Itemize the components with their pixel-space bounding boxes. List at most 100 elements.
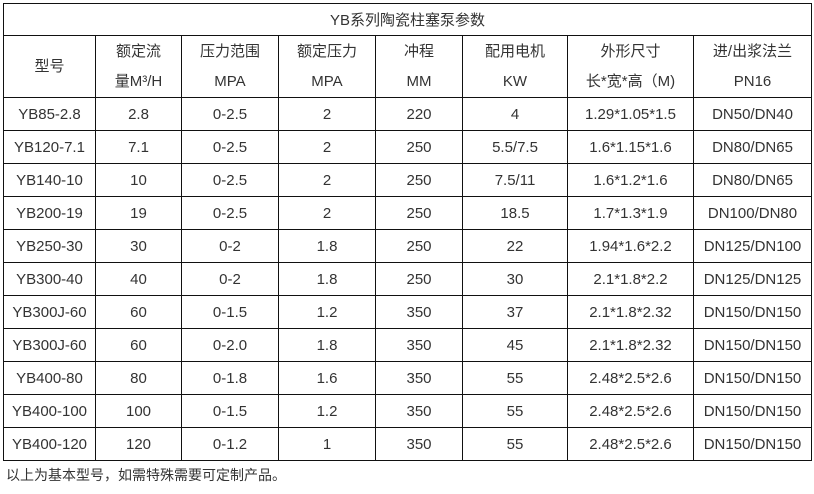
- table-row: YB85-2.8 2.8 0-2.5 2 220 4 1.29*1.05*1.5 DN50/D…: [3, 97, 813, 131]
- table-cell: 0-1.5: [181, 394, 279, 428]
- table-cell: DN80/DN65: [692, 130, 813, 164]
- table-cell: 80: [95, 361, 182, 395]
- table-cell: 0-1.8: [181, 361, 279, 395]
- table-cell: 55: [462, 427, 568, 461]
- table-cell: 19: [95, 196, 182, 230]
- table-cell: DN150/DN150: [692, 328, 813, 362]
- table-cell: 0-1.5: [181, 295, 279, 329]
- table-row: YB400-120 120 0-1.2 1 350 55 2.48*2.5*2.6 DN150…: [3, 427, 813, 461]
- table-row: YB250-30 30 0-2 1.8 250 22 1.94*1.6*2.2 DN125/D…: [3, 229, 813, 263]
- table-cell: 0-2.5: [181, 163, 279, 197]
- table-row: YB140-10 10 0-2.5 2 250 7.5/11 1.6*1.2*1.6 DN80…: [3, 163, 813, 197]
- table-cell: 2.48*2.5*2.6: [567, 361, 694, 395]
- table-cell: 1.2: [278, 394, 376, 428]
- column-header: 进/出浆法兰 PN16: [692, 35, 813, 98]
- table-cell: YB120-7.1: [3, 130, 96, 164]
- table-cell: 0-1.2: [181, 427, 279, 461]
- column-header: 型号: [3, 35, 96, 98]
- table-cell: 1.8: [278, 262, 376, 296]
- table-cell: 1.94*1.6*2.2: [567, 229, 694, 263]
- table-cell: 2.1*1.8*2.2: [567, 262, 694, 296]
- table-cell: 350: [375, 427, 463, 461]
- table-cell: 10: [95, 163, 182, 197]
- table-cell: 45: [462, 328, 568, 362]
- table-cell: 18.5: [462, 196, 568, 230]
- column-header: 外形尺寸 长*宽*高（M): [567, 35, 694, 98]
- column-header-line: 冲程: [403, 42, 434, 60]
- table-cell: DN80/DN65: [692, 163, 813, 197]
- column-header-line: 长*宽*高（M): [585, 72, 676, 90]
- table-row: YB300J-60 60 0-2.0 1.8 350 45 2.1*1.8*2.32 DN15…: [3, 328, 813, 362]
- column-header-line: 额定压力: [296, 42, 357, 60]
- footnote: 以上为基本型号，如需特殊需要可定制产品。: [6, 467, 286, 483]
- table-cell: YB400-80: [3, 361, 96, 395]
- table-cell: 250: [375, 196, 463, 230]
- table-cell: YB300-40: [3, 262, 96, 296]
- table-cell: DN125/DN100: [692, 229, 813, 263]
- column-header-line: MM: [406, 72, 432, 90]
- table-cell: 250: [375, 229, 463, 263]
- table-cell: 40: [95, 262, 182, 296]
- table-cell: 2: [278, 97, 376, 131]
- table-cell: 1: [278, 427, 376, 461]
- table-cell: 100: [95, 394, 182, 428]
- table-cell: 0-2.0: [181, 328, 279, 362]
- table-row: YB300J-60 60 0-1.5 1.2 350 37 2.1*1.8*2.32 DN15…: [3, 295, 813, 329]
- table-cell: 1.6*1.15*1.6: [567, 130, 694, 164]
- table-cell: 250: [375, 130, 463, 164]
- table-cell: YB400-100: [3, 394, 96, 428]
- table-row: YB200-19 19 0-2.5 2 250 18.5 1.7*1.3*1.9 DN100/…: [3, 196, 813, 230]
- table-cell: 2.8: [95, 97, 182, 131]
- table-cell: 1.29*1.05*1.5: [567, 97, 694, 131]
- table-cell: 0-2.5: [181, 130, 279, 164]
- column-header-line: 压力范围: [199, 42, 260, 60]
- table-cell: 60: [95, 295, 182, 329]
- table-cell: 7.1: [95, 130, 182, 164]
- table-cell: 1.7*1.3*1.9: [567, 196, 694, 230]
- table-cell: 1.6*1.2*1.6: [567, 163, 694, 197]
- table-cell: 2.48*2.5*2.6: [567, 427, 694, 461]
- table-cell: 0-2: [181, 229, 279, 263]
- table-cell: 55: [462, 361, 568, 395]
- table-cell: 250: [375, 163, 463, 197]
- table-cell: 0-2: [181, 262, 279, 296]
- table-cell: DN150/DN150: [692, 361, 813, 395]
- column-header: 配用电机 KW: [462, 35, 568, 98]
- column-header-line: 进/出浆法兰: [712, 42, 793, 60]
- table-cell: 1.6: [278, 361, 376, 395]
- column-header-line: 配用电机: [484, 42, 545, 60]
- table-cell: 220: [375, 97, 463, 131]
- table-cell: DN100/DN80: [692, 196, 813, 230]
- column-header: 压力范围 MPA: [181, 35, 279, 98]
- table-cell: 2.1*1.8*2.32: [567, 295, 694, 329]
- column-header-line: MPA: [214, 72, 246, 90]
- table-cell: 2: [278, 196, 376, 230]
- table-cell: 350: [375, 361, 463, 395]
- table-cell: 37: [462, 295, 568, 329]
- table-row: YB400-100 100 0-1.5 1.2 350 55 2.48*2.5*2.6 DN1…: [3, 394, 813, 428]
- table-cell: 250: [375, 262, 463, 296]
- table-cell: 1.8: [278, 328, 376, 362]
- column-header: 额定流 量M³/H: [95, 35, 182, 98]
- table-cell: YB300J-60: [3, 328, 96, 362]
- table-cell: YB300J-60: [3, 295, 96, 329]
- table-cell: 5.5/7.5: [462, 130, 568, 164]
- table-cell: 1.8: [278, 229, 376, 263]
- column-header-line: KW: [502, 72, 528, 90]
- pump-parameter-table: YB系列陶瓷柱塞泵参数 型号 额定流 量M³/H 压力范围 MPA 额定压力 MPA 冲程 MM…: [2, 3, 813, 461]
- table-cell: 55: [462, 394, 568, 428]
- column-header-line: 型号: [34, 57, 65, 75]
- table-cell: YB200-19: [3, 196, 96, 230]
- table-cell: 1.2: [278, 295, 376, 329]
- table-cell: 350: [375, 394, 463, 428]
- table-cell: DN150/DN150: [692, 295, 813, 329]
- table-cell: YB140-10: [3, 163, 96, 197]
- table-cell: 2.1*1.8*2.32: [567, 328, 694, 362]
- table-cell: DN50/DN40: [692, 97, 813, 131]
- table-cell: 22: [462, 229, 568, 263]
- table-cell: 7.5/11: [462, 163, 568, 197]
- table-cell: YB250-30: [3, 229, 96, 263]
- column-header-line: 额定流: [115, 42, 161, 60]
- table-cell: DN150/DN150: [692, 394, 813, 428]
- table-cell: 2.48*2.5*2.6: [567, 394, 694, 428]
